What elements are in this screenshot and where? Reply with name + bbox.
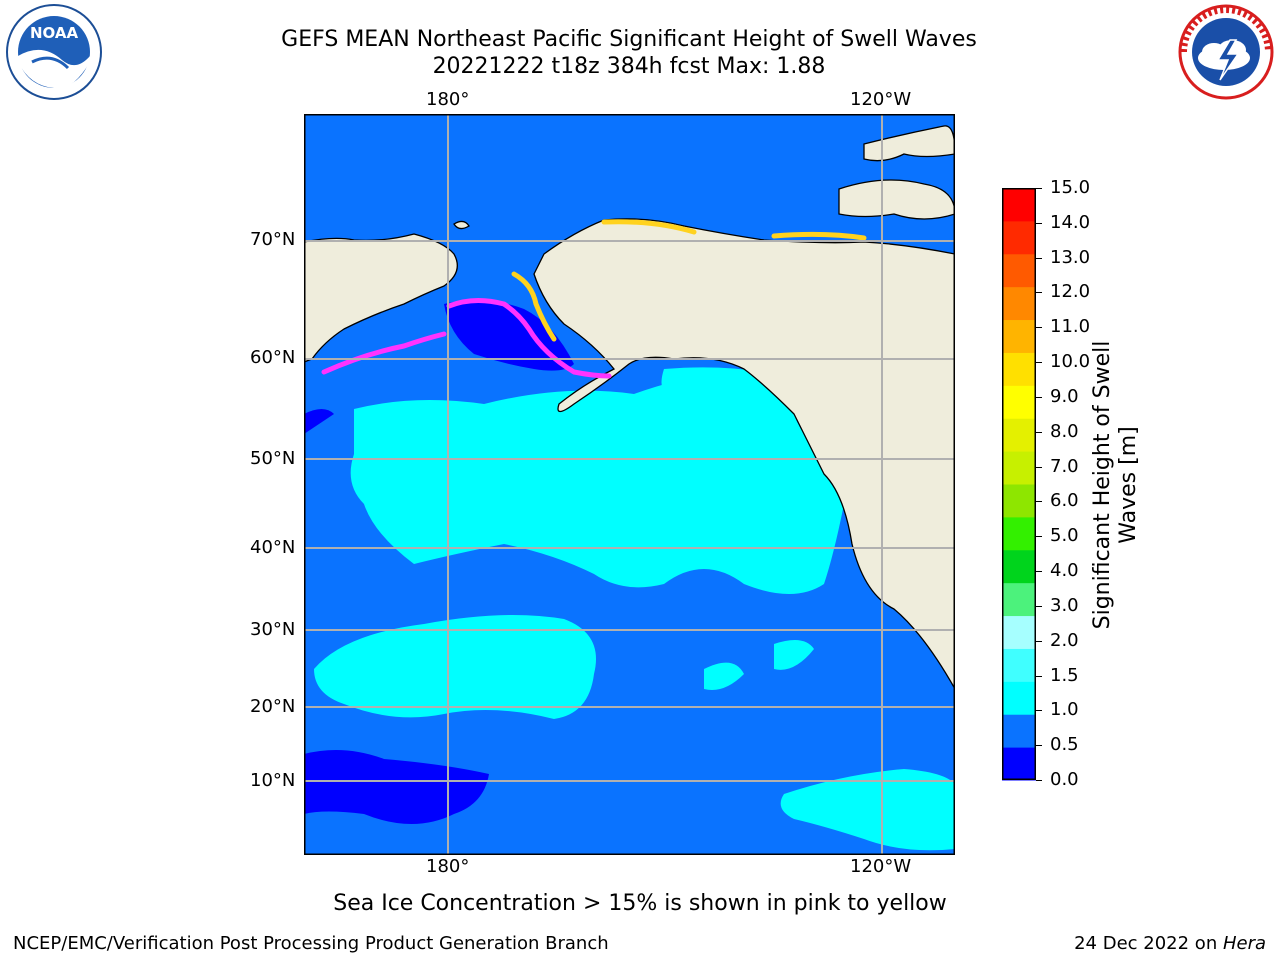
colorbar-tick-mark [1036,257,1042,259]
footer-host: Hera [1222,933,1266,954]
colorbar-tick-mark [1036,396,1042,398]
chart-title: GEFS MEAN Northeast Pacific Significant … [281,27,977,52]
colorbar-tick-mark [1036,571,1042,573]
lat-label-10n: 10°N [250,770,296,791]
colorbar-tick-label: 13.0 [1050,246,1091,268]
colorbar-cell [1002,418,1036,452]
footer-date: 24 Dec 2022 on Hera [1074,933,1266,954]
colorbar-tick-mark [1036,536,1042,538]
sea-ice-edges [321,219,867,379]
colorbar-tick-label: 0.0 [1050,769,1079,790]
colorbar-tick-label: 3.0 [1050,594,1079,616]
footer-date-text: 24 Dec 2022 on [1074,933,1223,954]
colorbar-tick-mark [1036,605,1042,607]
colorbar-tick-label: 5.0 [1050,525,1079,547]
colorbar-cell [1002,648,1036,682]
land-masses [304,125,955,691]
noaa-logo: NOAA [6,4,102,100]
colorbar-tick-label: 1.0 [1050,699,1079,721]
colorbar-cell [1002,253,1036,288]
lon-label-top-120w: 120°W [850,89,912,110]
colorbar-tick-mark [1036,431,1042,433]
colorbar-tick-label: 0.5 [1050,734,1079,756]
colorbar-tick-label: 15.0 [1050,177,1091,198]
colorbar-tick-label: 9.0 [1050,385,1079,407]
colorbar-cell [1002,451,1036,485]
colorbar-label: Significant Height of Swell Waves [m] [1090,340,1141,630]
colorbar-tick-mark [1036,780,1042,781]
lat-label-60n: 60°N [250,347,296,368]
lat-label-30n: 30°N [250,619,296,640]
colorbar-tick-mark [1036,501,1042,503]
lon-label-bottom-180: 180° [426,856,470,877]
swell-1-1.5m-regions [314,367,955,851]
colorbar-cell [1002,615,1036,649]
lon-label-top-180: 180° [426,89,470,110]
graticule [304,114,955,855]
footer-branch: NCEP/EMC/Verification Post Processing Pr… [13,933,609,954]
colorbar-tick-label: 10.0 [1050,351,1091,373]
lon-label-bottom-120w: 120°W [850,856,912,877]
colorbar-cell [1002,516,1036,551]
colorbar-ticks: 0.0 0.5 1.0 1.5 2.0 3.0 4.0 5.0 6.0 7.0 8.0 9.0 10.0… [1036,178,1106,798]
colorbar-tick-label: 12.0 [1050,281,1091,303]
colorbar-tick-mark [1036,745,1042,747]
colorbar-cell [1002,188,1036,222]
colorbar-tick-label: 7.0 [1050,455,1079,477]
colorbar-tick-label: 2.0 [1050,629,1079,651]
lat-label-50n: 50°N [250,448,296,469]
colorbar-cell [1002,714,1036,748]
lat-label-40n: 40°N [250,537,296,558]
colorbar-tick-mark [1036,640,1042,642]
chart-subtitle: 20221222 t18z 384h fcst Max: 1.88 [432,54,826,79]
map-frame [304,114,955,855]
colorbar-tick-label: 6.0 [1050,490,1079,512]
colorbar-tick-mark [1036,292,1042,294]
colorbar-cell [1002,319,1036,353]
map-plot [304,114,955,855]
colorbar-tick-mark [1036,675,1042,677]
colorbar-tick-label: 1.5 [1050,664,1079,686]
colorbar-tick-mark [1036,710,1042,712]
nws-logo [1178,4,1274,100]
colorbar-tick-label: 14.0 [1050,211,1091,233]
colorbar-tick-label: 8.0 [1050,420,1079,442]
colorbar-cell [1002,747,1036,781]
colorbar-tick-mark [1036,362,1042,364]
noaa-logo-text: NOAA [30,24,79,42]
lat-label-20n: 20°N [250,696,296,717]
colorbar-cell [1002,549,1036,584]
colorbar-cell [1002,484,1036,518]
colorbar-cell [1002,286,1036,321]
colorbar-tick-mark [1036,188,1042,189]
colorbar-cell [1002,352,1036,386]
colorbar-cell [1002,681,1036,715]
colorbar-tick-label: 4.0 [1050,560,1079,582]
colorbar-cell [1002,220,1036,255]
colorbar-tick-mark [1036,327,1042,329]
colorbar-cell [1002,385,1036,419]
colorbar [1002,188,1036,781]
colorbar-tick-label: 11.0 [1050,316,1091,338]
sea-ice-caption: Sea Ice Concentration > 15% is shown in … [333,891,947,916]
colorbar-tick-mark [1036,466,1042,468]
lat-label-70n: 70°N [250,229,296,250]
colorbar-cell [1002,582,1036,617]
colorbar-tick-mark [1036,222,1042,224]
